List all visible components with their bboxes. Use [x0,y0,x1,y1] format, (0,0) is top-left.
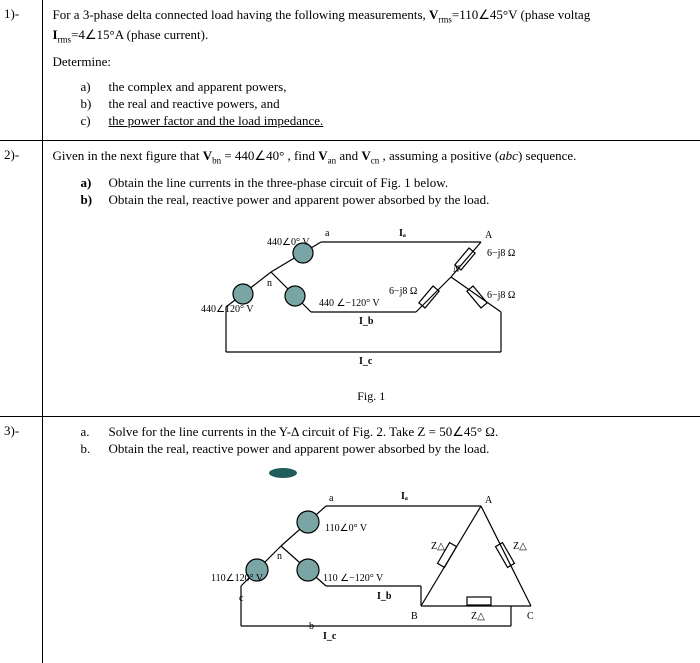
text: the power factor and the load impedance. [109,113,324,129]
imp1: 6−j8 Ω [487,248,515,259]
text: Solve for the line currents in the Y-Δ c… [109,424,499,440]
problem-1-row: 1)- For a 3-phase delta connected load h… [0,0,700,141]
van-sym: V [318,148,327,163]
lbl-B: B [411,611,418,622]
text: Obtain the real, reactive power and appa… [109,441,490,457]
fig1-caption: Fig. 1 [53,389,691,404]
problem-2-body: Given in the next figure that Vbn = 440∠… [42,141,700,417]
v-symbol: V [429,7,438,22]
circuit-1-svg: a A n N 440∠0° V 440∠120° V 440 ∠−120° V… [191,212,551,387]
and: and [339,148,361,163]
problems-table: 1)- For a 3-phase delta connected load h… [0,0,700,663]
p1-list: a) the complex and apparent powers, b) t… [81,79,691,129]
lbl-Ia: Iₐ [399,228,406,239]
a-pre: Solve for the line currents in the Y-Δ c… [109,424,440,439]
p1-intro: For a 3-phase delta connected load havin… [53,6,691,45]
lbl-c: c [239,593,244,604]
z3: Z△ [471,611,485,622]
figure-2: a n b c A B C 110∠0° V 110∠120° V 110 ∠−… [53,461,691,651]
z1: Z△ [431,541,445,552]
imp2: 6−j8 Ω [389,286,417,297]
label: a) [81,79,99,95]
lbl-C: C [527,611,534,622]
lbl-a: a [329,493,334,504]
text: the real and reactive powers, and [109,96,280,112]
i-sub: rms [58,34,72,44]
lbl-a: a [325,228,330,239]
p2-a: a) Obtain the line currents in the three… [81,175,691,191]
abc: abc [499,148,518,163]
problem-2-number: 2)- [0,141,42,417]
figure-1: a A n N 440∠0° V 440∠120° V 440 ∠−120° V… [53,212,691,404]
problem-1-body: For a 3-phase delta connected load havin… [42,0,700,141]
marker-icon [269,468,297,478]
problem-3-number: 3)- [0,416,42,663]
vcn-sub: cn [371,156,380,166]
lbl-Ic: I_c [323,631,337,642]
problem-3-body: a. Solve for the line currents in the Y-… [42,416,700,663]
p1-b: b) the real and reactive powers, and [81,96,691,112]
problem-3-row: 3)- a. Solve for the line currents in th… [0,416,700,663]
lbl-A: A [485,230,493,241]
label: b) [81,96,99,112]
label: b) [81,192,99,208]
p3-a: a. Solve for the line currents in the Y-… [81,424,691,440]
vcn-sym: V [361,148,370,163]
p2-list: a) Obtain the line currents in the three… [81,175,691,208]
vbn-sym: V [203,148,212,163]
vbn-sub: bn [212,156,221,166]
label: a. [81,424,99,440]
lbl-Ia: Iₐ [401,491,408,502]
circuit-2-svg: a n b c A B C 110∠0° V 110∠120° V 110 ∠−… [191,461,551,651]
a-val: 50∠45° Ω. [439,424,498,439]
imp3: 6−j8 Ω [487,290,515,301]
lbl-Ib: I_b [359,316,374,327]
p2-b: b) Obtain the real, reactive power and a… [81,192,691,208]
p1-determine: Determine: [53,53,691,71]
lbl-v1: 110∠0° V [325,523,368,534]
text: For a 3-phase delta connected load havin… [53,7,430,22]
problem-1-number: 1)- [0,0,42,141]
lbl-n: n [277,551,282,562]
lbl-b: b [309,621,314,632]
problem-2-row: 2)- Given in the next figure that Vbn = … [0,141,700,417]
lbl-Ic: I_c [359,356,373,367]
p1-a: a) the complex and apparent powers, [81,79,691,95]
z2: Z△ [513,541,527,552]
text: Obtain the real, reactive power and appa… [109,192,490,208]
text: Given in the next figure that [53,148,203,163]
v-eq: =110∠45°V (phase voltag [452,7,590,22]
lbl-Ib: I_b [377,591,392,602]
lbl-v2: 110∠120° V [211,573,264,584]
label: b. [81,441,99,457]
lbl-n: n [267,278,272,289]
lbl-v2: 440∠120° V [201,304,254,315]
vbn-eq: = 440∠40° , find [224,148,318,163]
lbl-N: N [452,264,461,275]
text: the complex and apparent powers, [109,79,287,95]
i-eq: =4∠15°A (phase current). [71,27,208,42]
v-sub: rms [438,15,452,25]
lbl-v1: 440∠0° V [267,237,310,248]
p1-c: c) the power factor and the load impedan… [81,113,691,129]
lbl-A: A [485,495,493,506]
p3-list: a. Solve for the line currents in the Y-… [81,424,691,457]
label: c) [81,113,99,129]
lbl-v3: 440 ∠−120° V [319,298,380,309]
p3-b: b. Obtain the real, reactive power and a… [81,441,691,457]
lbl-v3: 110 ∠−120° V [323,573,384,584]
text: Obtain the line currents in the three-ph… [109,175,449,191]
tail: , assuming a positive ( [383,148,500,163]
tail2: ) sequence. [518,148,576,163]
p2-intro: Given in the next figure that Vbn = 440∠… [53,147,691,167]
label: a) [81,175,99,191]
van-sub: an [328,156,337,166]
